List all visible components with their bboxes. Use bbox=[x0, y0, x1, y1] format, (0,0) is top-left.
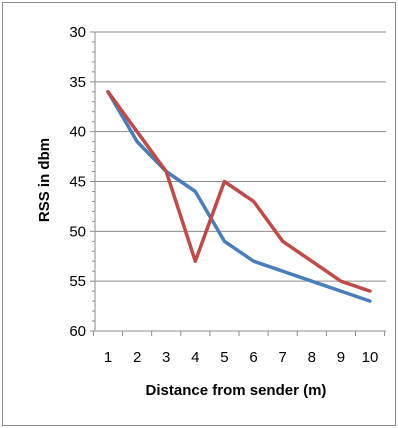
y-tick-label: 50 bbox=[69, 223, 86, 240]
y-tick-label: 55 bbox=[69, 273, 86, 290]
series-lines bbox=[106, 90, 372, 303]
x-tick-label: 5 bbox=[220, 349, 228, 366]
y-tick-label: 45 bbox=[69, 174, 86, 191]
y-tick-label: 60 bbox=[69, 323, 86, 340]
y-axis-title: RSS in dbm bbox=[36, 138, 53, 222]
axes bbox=[90, 31, 386, 336]
y-tick-label: 40 bbox=[69, 124, 86, 141]
series-line-1 bbox=[106, 90, 372, 303]
x-tick-label: 6 bbox=[249, 349, 257, 366]
x-tick-label: 2 bbox=[133, 349, 141, 366]
y-tick-label: 30 bbox=[69, 24, 86, 41]
gridlines bbox=[95, 31, 386, 282]
y-tick-label: 35 bbox=[69, 74, 86, 91]
x-tick-label: 10 bbox=[362, 349, 379, 366]
series-line-2 bbox=[106, 90, 372, 293]
x-tick-label: 9 bbox=[337, 349, 345, 366]
x-axis-title: Distance from sender (m) bbox=[146, 382, 327, 399]
x-tick-label: 7 bbox=[278, 349, 286, 366]
x-tick-label: 8 bbox=[308, 349, 316, 366]
x-tick-label: 3 bbox=[162, 349, 170, 366]
x-tick-label: 1 bbox=[104, 349, 112, 366]
x-tick-label: 4 bbox=[191, 349, 199, 366]
